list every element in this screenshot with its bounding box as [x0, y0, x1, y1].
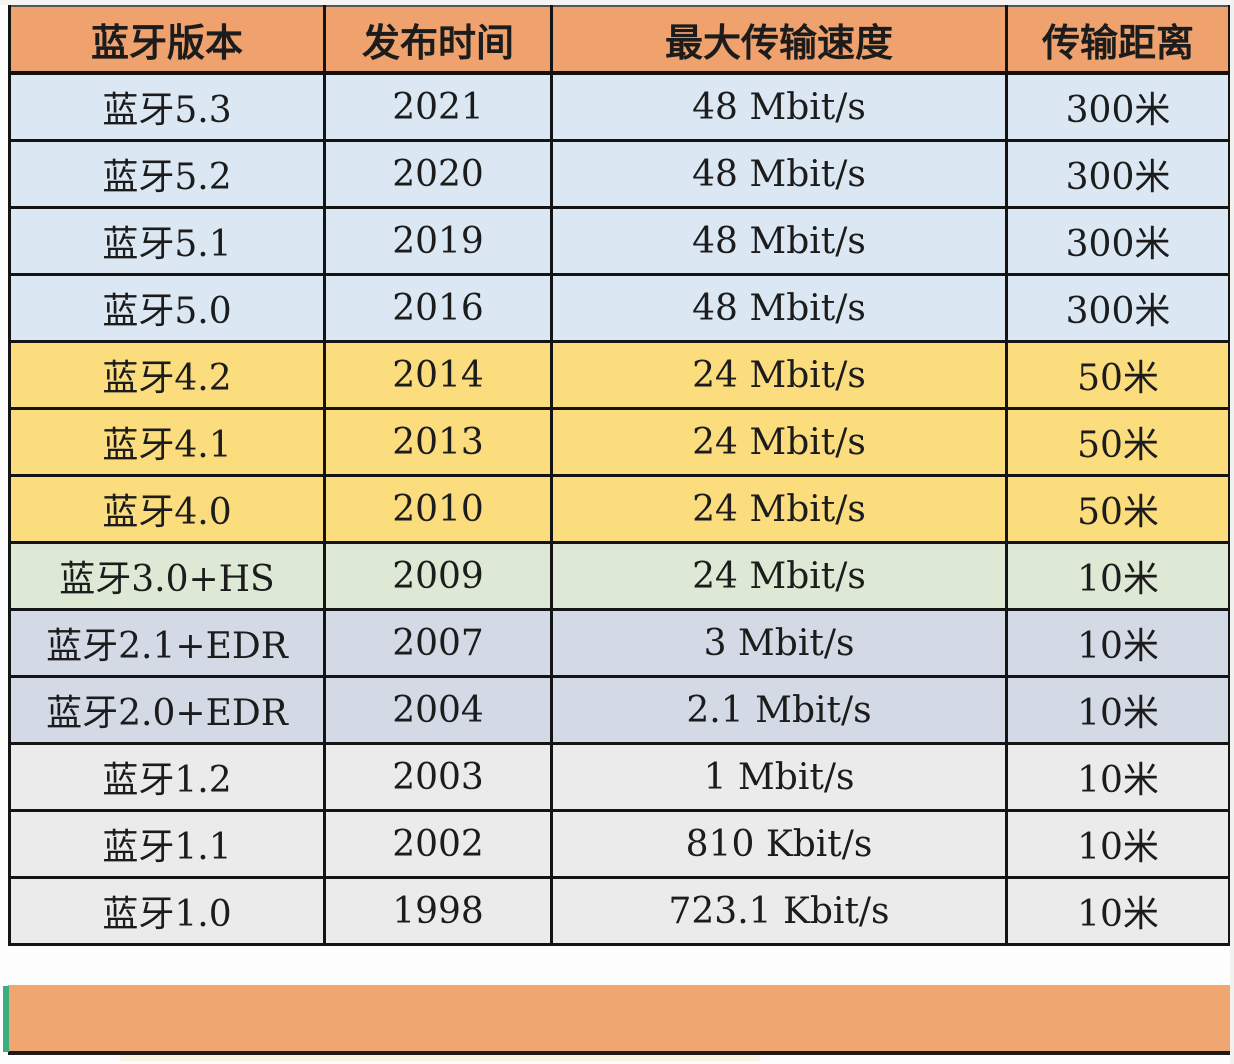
table-row: 蓝牙5.3 2021 48 Mbit/s 300米 — [8, 71, 1231, 142]
cell-year: 2016 — [323, 273, 553, 343]
cell-speed: 24 Mbit/s — [550, 474, 1008, 544]
cell-distance: 10米 — [1005, 608, 1231, 678]
bottom-margin-strip — [120, 1055, 760, 1061]
cell-year: 2019 — [323, 206, 553, 276]
cell-distance: 10米 — [1005, 742, 1231, 812]
cell-speed: 24 Mbit/s — [550, 407, 1008, 477]
table-row: 蓝牙1.2 2003 1 Mbit/s 10米 — [8, 742, 1231, 812]
footer-orange-bar — [8, 985, 1230, 1055]
cell-speed: 2.1 Mbit/s — [550, 675, 1008, 745]
right-margin-strip — [1230, 0, 1234, 1064]
cell-speed: 810 Kbit/s — [550, 809, 1008, 879]
table-row: 蓝牙4.1 2013 24 Mbit/s 50米 — [8, 407, 1231, 477]
cell-year: 2002 — [323, 809, 553, 879]
table-body: 蓝牙5.3 2021 48 Mbit/s 300米 蓝牙5.2 2020 48 Mbit/s… — [8, 71, 1231, 946]
table-row: 蓝牙1.1 2002 810 Kbit/s 10米 — [8, 809, 1231, 879]
cell-speed: 3 Mbit/s — [550, 608, 1008, 678]
table-row: 蓝牙2.0+EDR 2004 2.1 Mbit/s 10米 — [8, 675, 1231, 745]
cell-year: 2010 — [323, 474, 553, 544]
cell-year: 2014 — [323, 340, 553, 410]
table-row: 蓝牙5.0 2016 48 Mbit/s 300米 — [8, 273, 1231, 343]
top-margin-strip — [0, 0, 1234, 5]
cell-distance: 10米 — [1005, 675, 1231, 745]
cell-version: 蓝牙1.2 — [8, 742, 326, 812]
cell-speed: 48 Mbit/s — [550, 139, 1008, 209]
cell-speed: 1 Mbit/s — [550, 742, 1008, 812]
cell-year: 2004 — [323, 675, 553, 745]
table-row: 蓝牙5.2 2020 48 Mbit/s 300米 — [8, 139, 1231, 209]
cell-year: 1998 — [323, 876, 553, 946]
cell-speed: 24 Mbit/s — [550, 541, 1008, 611]
cell-year: 2020 — [323, 139, 553, 209]
cell-year: 2009 — [323, 541, 553, 611]
column-header-max-speed: 最大传输速度 — [550, 5, 1008, 75]
cell-version: 蓝牙4.2 — [8, 340, 326, 410]
cell-distance: 10米 — [1005, 809, 1231, 879]
cell-version: 蓝牙2.1+EDR — [8, 608, 326, 678]
cell-distance: 300米 — [1005, 273, 1231, 343]
cell-version: 蓝牙1.1 — [8, 809, 326, 879]
cell-version: 蓝牙4.1 — [8, 407, 326, 477]
cell-version: 蓝牙5.0 — [8, 273, 326, 343]
table-row: 蓝牙4.2 2014 24 Mbit/s 50米 — [8, 340, 1231, 410]
table-row: 蓝牙1.0 1998 723.1 Kbit/s 10米 — [8, 876, 1231, 946]
cell-speed: 48 Mbit/s — [550, 71, 1008, 142]
cell-version: 蓝牙5.3 — [8, 71, 326, 142]
column-header-release-year: 发布时间 — [323, 5, 553, 75]
cell-distance: 50米 — [1005, 474, 1231, 544]
cell-distance: 300米 — [1005, 206, 1231, 276]
bluetooth-version-table: 蓝牙版本 发布时间 最大传输速度 传输距离 蓝牙5.3 2021 48 Mbit/s… — [8, 5, 1231, 946]
table-row: 蓝牙4.0 2010 24 Mbit/s 50米 — [8, 474, 1231, 544]
cell-distance: 10米 — [1005, 541, 1231, 611]
column-header-version: 蓝牙版本 — [8, 5, 326, 75]
cell-year: 2013 — [323, 407, 553, 477]
cell-version: 蓝牙2.0+EDR — [8, 675, 326, 745]
cell-version: 蓝牙4.0 — [8, 474, 326, 544]
cell-speed: 48 Mbit/s — [550, 273, 1008, 343]
table-row: 蓝牙5.1 2019 48 Mbit/s 300米 — [8, 206, 1231, 276]
table-row: 蓝牙2.1+EDR 2007 3 Mbit/s 10米 — [8, 608, 1231, 678]
cell-version: 蓝牙5.1 — [8, 206, 326, 276]
cell-distance: 300米 — [1005, 71, 1231, 142]
cell-speed: 24 Mbit/s — [550, 340, 1008, 410]
cell-speed: 723.1 Kbit/s — [550, 876, 1008, 946]
cell-version: 蓝牙1.0 — [8, 876, 326, 946]
column-header-distance: 传输距离 — [1005, 5, 1231, 75]
cell-speed: 48 Mbit/s — [550, 206, 1008, 276]
cell-distance: 50米 — [1005, 340, 1231, 410]
cell-distance: 300米 — [1005, 139, 1231, 209]
cell-year: 2007 — [323, 608, 553, 678]
cell-distance: 50米 — [1005, 407, 1231, 477]
cell-distance: 10米 — [1005, 876, 1231, 946]
table-row: 蓝牙3.0+HS 2009 24 Mbit/s 10米 — [8, 541, 1231, 611]
cell-year: 2003 — [323, 742, 553, 812]
cell-version: 蓝牙5.2 — [8, 139, 326, 209]
cell-year: 2021 — [323, 71, 553, 142]
table-header-row: 蓝牙版本 发布时间 最大传输速度 传输距离 — [8, 5, 1231, 75]
footer-green-accent-strip — [3, 986, 9, 1052]
cell-version: 蓝牙3.0+HS — [8, 541, 326, 611]
